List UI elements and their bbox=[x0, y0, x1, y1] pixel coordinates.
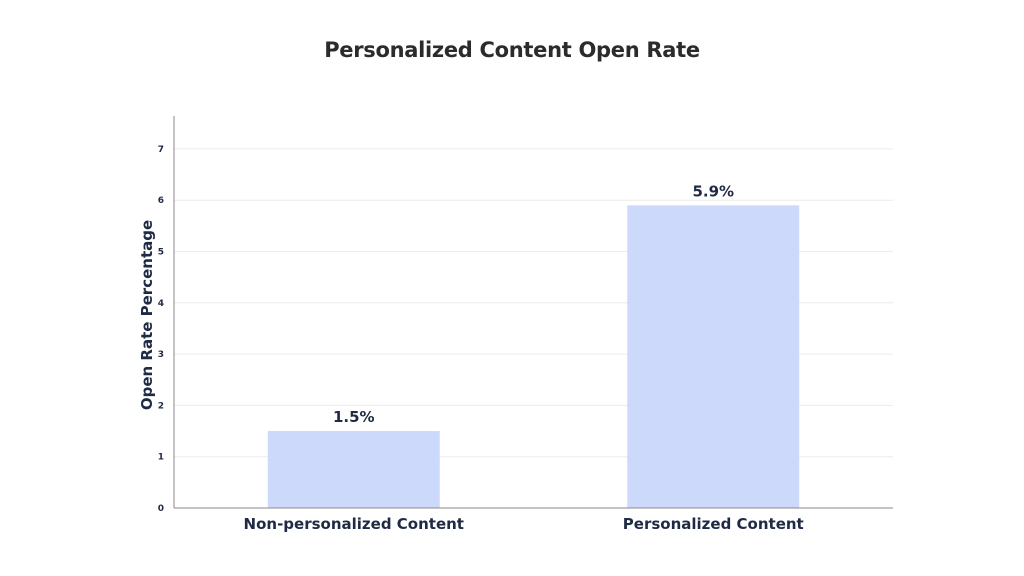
y-tick-label: 5 bbox=[158, 248, 164, 258]
y-tick-label: 6 bbox=[158, 196, 164, 206]
data-label: 5.9% bbox=[692, 182, 734, 200]
labels: 0 1 2 3 4 5 6 7 1.5% Non-personalized Content 5.9%… bbox=[138, 145, 804, 533]
y-tick-label: 2 bbox=[158, 401, 164, 411]
data-label: 1.5% bbox=[333, 408, 375, 426]
y-tick-label: 3 bbox=[158, 350, 164, 360]
category-label: Personalized Content bbox=[623, 515, 804, 533]
bar bbox=[267, 431, 440, 508]
y-tick-label: 1 bbox=[158, 453, 164, 463]
y-axis-title: Open Rate Percentage bbox=[138, 220, 156, 410]
y-tick-label: 0 bbox=[158, 504, 164, 514]
category-label: Non-personalized Content bbox=[244, 515, 464, 533]
chart-title: Personalized Content Open Rate bbox=[324, 38, 700, 62]
axes bbox=[173, 116, 893, 509]
y-tick-label: 7 bbox=[158, 145, 164, 155]
bar bbox=[627, 205, 800, 508]
bars bbox=[267, 205, 800, 508]
y-tick-label: 4 bbox=[158, 299, 164, 309]
